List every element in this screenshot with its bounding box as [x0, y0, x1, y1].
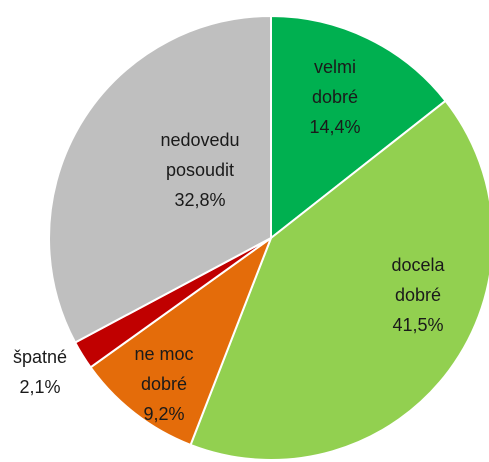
slice-label: ne moc dobré 9,2%	[125, 339, 203, 429]
value-label: 14,4%	[309, 117, 361, 137]
category-label: špatné	[12, 347, 68, 367]
value-label: 2,1%	[19, 377, 61, 397]
category-label: velmi dobré	[311, 57, 359, 107]
value-label: 41,5%	[392, 315, 444, 335]
slice-label: docela dobré 41,5%	[381, 250, 456, 340]
category-label: nedovedu posoudit	[160, 130, 240, 180]
slice-label: špatné 2,1%	[5, 342, 75, 402]
pie-slice	[189, 99, 489, 461]
value-label: 9,2%	[143, 404, 185, 424]
pie-slice	[48, 14, 272, 344]
category-label: docela dobré	[391, 255, 445, 305]
pie-slice	[270, 14, 447, 241]
category-label: ne moc dobré	[134, 344, 194, 394]
value-label: 32,8%	[174, 190, 226, 210]
pie-slice	[89, 235, 274, 447]
slice-label: nedovedu posoudit 32,8%	[145, 125, 255, 215]
slice-label: velmi dobré 14,4%	[300, 52, 370, 142]
